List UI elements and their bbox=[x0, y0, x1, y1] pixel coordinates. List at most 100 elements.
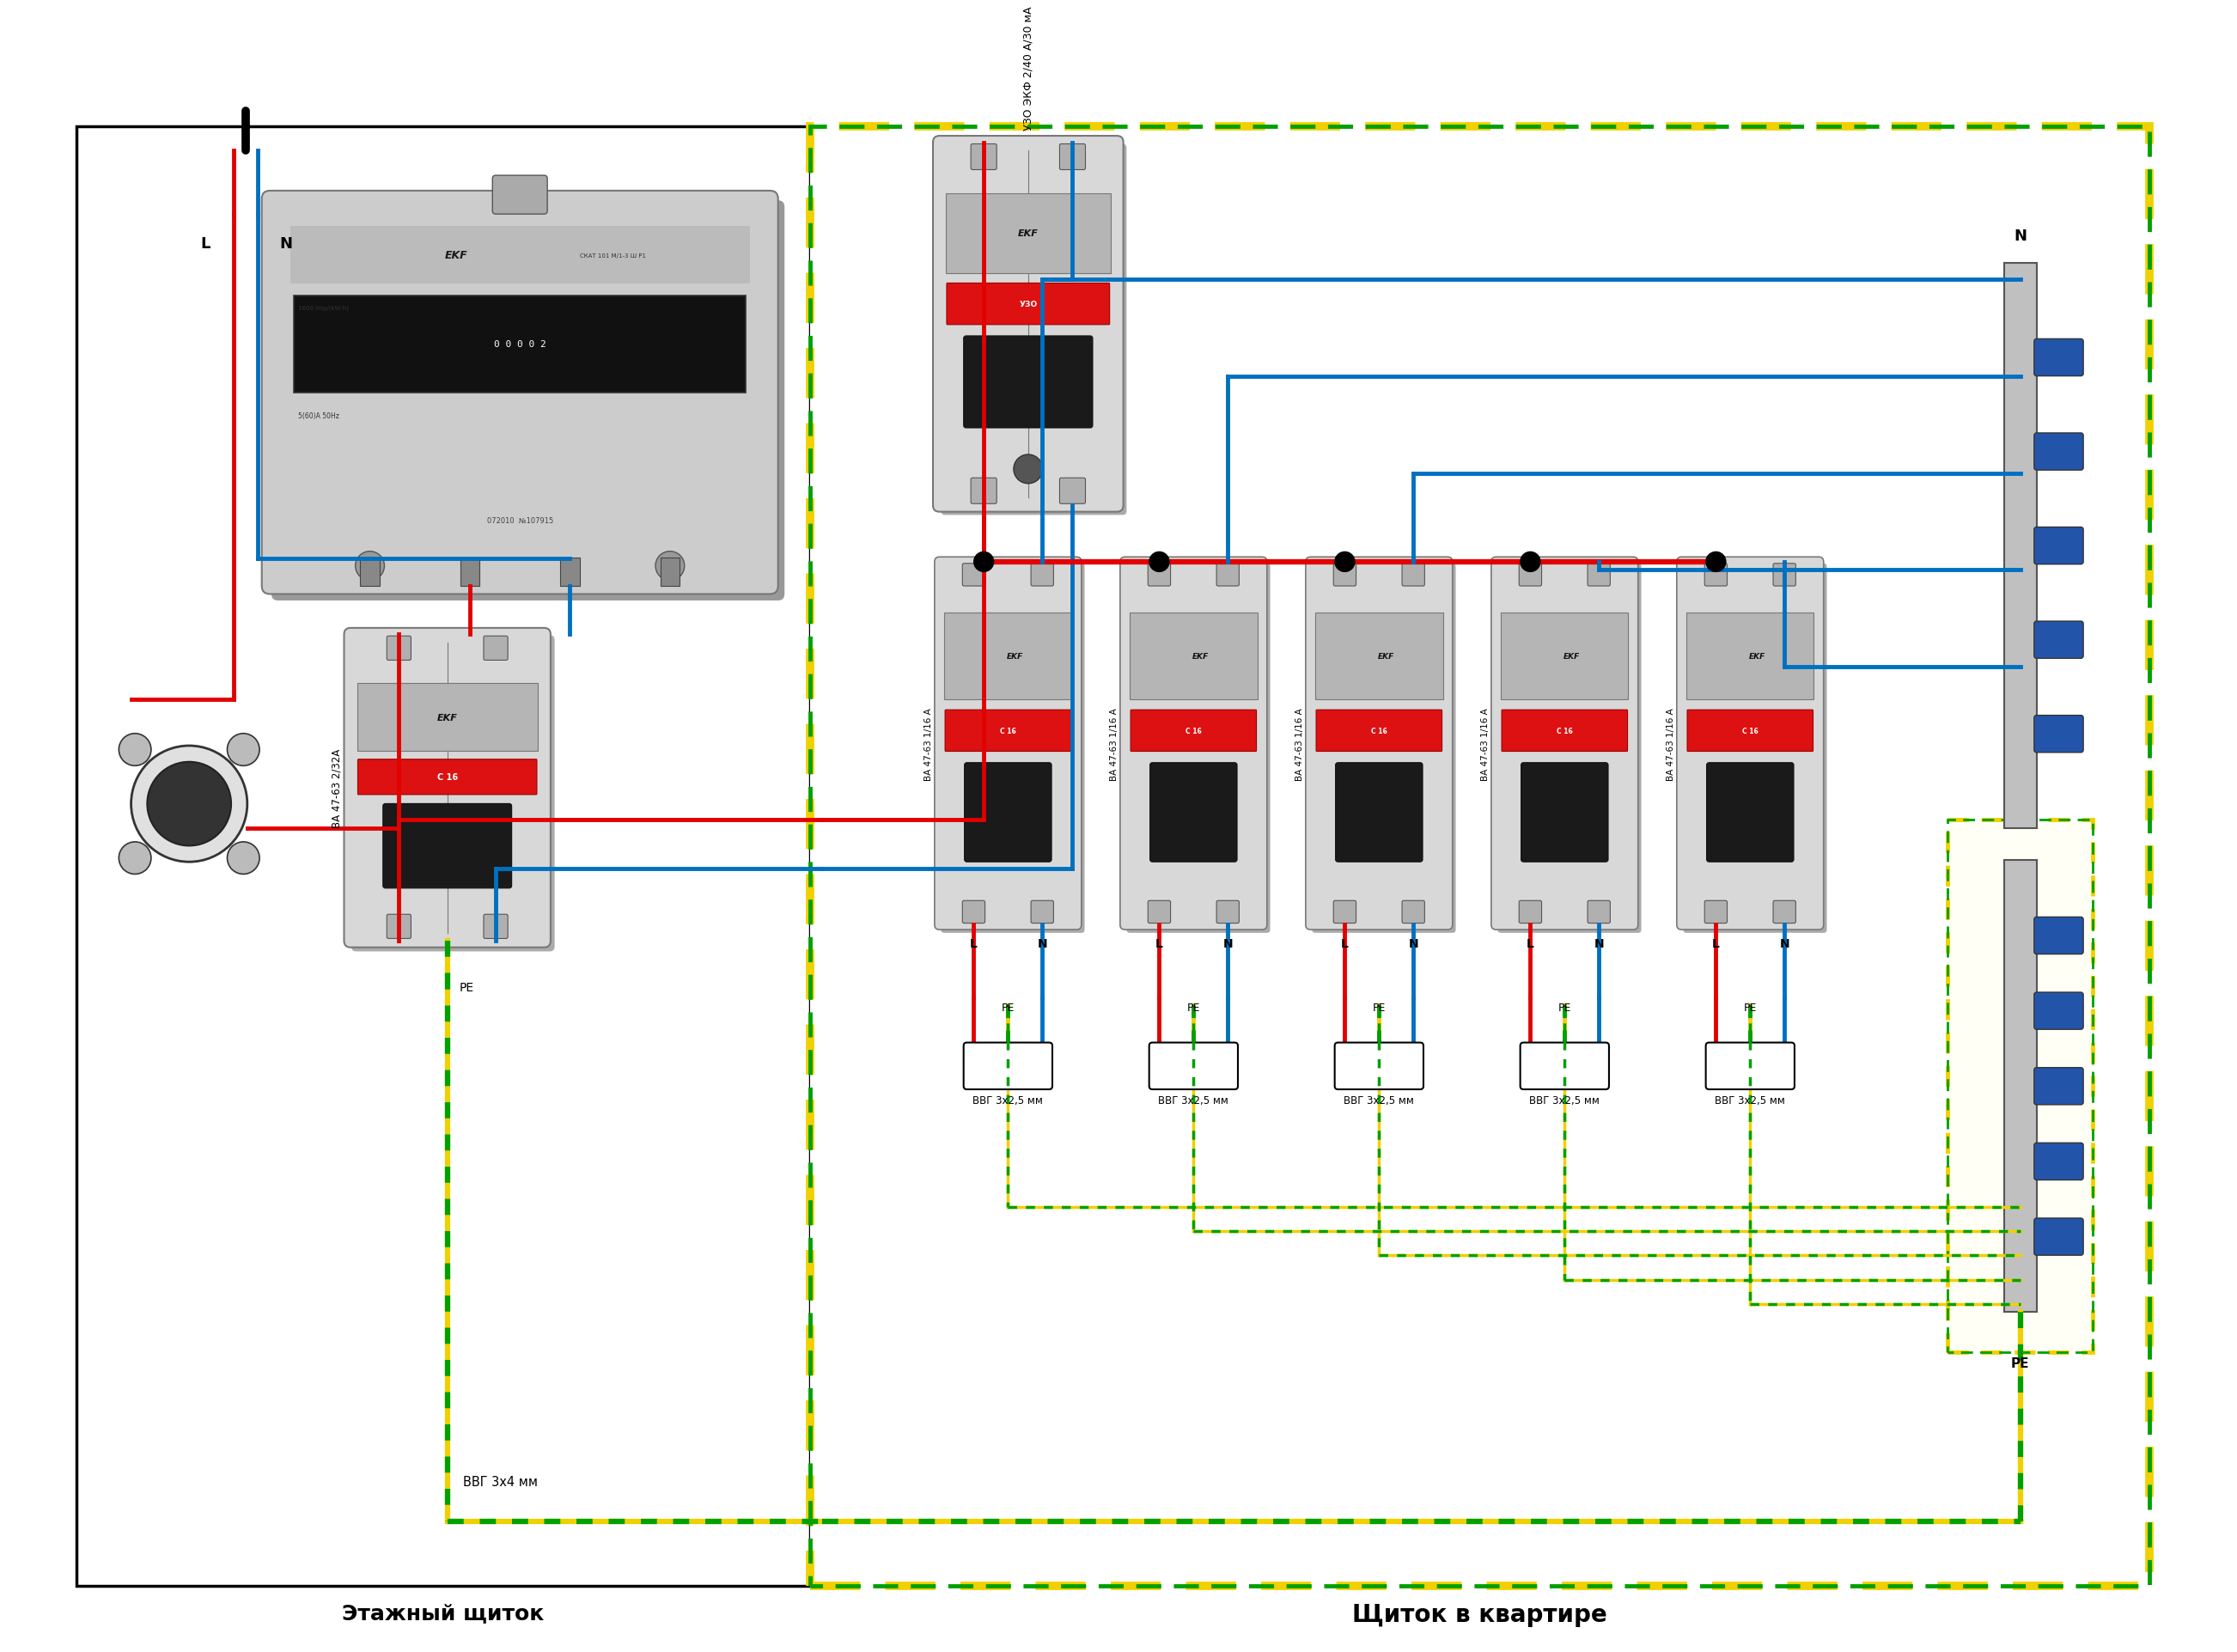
Text: L: L bbox=[971, 937, 978, 950]
Text: N: N bbox=[1224, 937, 1233, 950]
FancyBboxPatch shape bbox=[971, 145, 998, 170]
FancyBboxPatch shape bbox=[1150, 763, 1237, 862]
Text: N: N bbox=[2013, 228, 2027, 244]
Circle shape bbox=[1333, 552, 1356, 573]
FancyBboxPatch shape bbox=[2033, 621, 2083, 659]
FancyBboxPatch shape bbox=[383, 805, 512, 889]
FancyBboxPatch shape bbox=[935, 557, 1080, 930]
FancyBboxPatch shape bbox=[1130, 613, 1257, 700]
Text: PE: PE bbox=[459, 981, 474, 993]
FancyBboxPatch shape bbox=[1707, 763, 1794, 862]
Text: EKF: EKF bbox=[1007, 653, 1022, 661]
FancyBboxPatch shape bbox=[964, 337, 1092, 428]
FancyBboxPatch shape bbox=[1306, 557, 1452, 930]
FancyBboxPatch shape bbox=[387, 636, 412, 661]
FancyBboxPatch shape bbox=[358, 760, 537, 795]
Text: ВВГ 3х2,5 мм: ВВГ 3х2,5 мм bbox=[1530, 1095, 1599, 1105]
FancyBboxPatch shape bbox=[1031, 563, 1054, 586]
FancyBboxPatch shape bbox=[1313, 563, 1456, 933]
Circle shape bbox=[119, 843, 152, 874]
FancyBboxPatch shape bbox=[962, 563, 984, 586]
FancyBboxPatch shape bbox=[2033, 527, 2083, 565]
FancyBboxPatch shape bbox=[1774, 900, 1796, 923]
Bar bbox=[293, 296, 745, 393]
FancyBboxPatch shape bbox=[1519, 563, 1541, 586]
FancyBboxPatch shape bbox=[1705, 900, 1727, 923]
FancyBboxPatch shape bbox=[1060, 479, 1085, 504]
Text: N: N bbox=[1038, 937, 1047, 950]
FancyBboxPatch shape bbox=[944, 710, 1072, 752]
Text: C 16: C 16 bbox=[1186, 727, 1201, 735]
FancyBboxPatch shape bbox=[2033, 1219, 2083, 1256]
FancyBboxPatch shape bbox=[946, 193, 1110, 274]
Text: EKF: EKF bbox=[1378, 653, 1394, 661]
FancyBboxPatch shape bbox=[1060, 145, 1085, 170]
FancyBboxPatch shape bbox=[262, 192, 778, 595]
FancyBboxPatch shape bbox=[1707, 1042, 1794, 1090]
Text: N: N bbox=[1409, 937, 1418, 950]
Text: ВВГ 3х2,5 мм: ВВГ 3х2,5 мм bbox=[973, 1095, 1042, 1105]
Circle shape bbox=[228, 733, 259, 767]
Circle shape bbox=[1519, 552, 1541, 573]
Text: ВА 47-63 1/16 А: ВА 47-63 1/16 А bbox=[924, 707, 933, 780]
Circle shape bbox=[973, 552, 993, 573]
FancyBboxPatch shape bbox=[1521, 1042, 1608, 1090]
Text: EKF: EKF bbox=[1749, 653, 1765, 661]
FancyBboxPatch shape bbox=[1501, 710, 1629, 752]
FancyBboxPatch shape bbox=[971, 479, 998, 504]
FancyBboxPatch shape bbox=[1148, 563, 1170, 586]
Text: N: N bbox=[1778, 937, 1790, 950]
Bar bbox=[360, 558, 380, 586]
Text: 5(60)A 50Hz: 5(60)A 50Hz bbox=[298, 413, 340, 420]
FancyBboxPatch shape bbox=[2033, 715, 2083, 753]
Circle shape bbox=[148, 762, 230, 846]
FancyBboxPatch shape bbox=[358, 684, 537, 752]
FancyBboxPatch shape bbox=[1121, 557, 1266, 930]
FancyBboxPatch shape bbox=[1678, 557, 1823, 930]
Text: ВВГ 3х2,5 мм: ВВГ 3х2,5 мм bbox=[1159, 1095, 1228, 1105]
FancyBboxPatch shape bbox=[1335, 763, 1423, 862]
FancyBboxPatch shape bbox=[2033, 340, 2083, 377]
FancyBboxPatch shape bbox=[1217, 563, 1239, 586]
FancyBboxPatch shape bbox=[962, 900, 984, 923]
Text: Этажный щиток: Этажный щиток bbox=[342, 1602, 544, 1622]
FancyBboxPatch shape bbox=[1150, 1042, 1237, 1090]
FancyBboxPatch shape bbox=[1682, 563, 1828, 933]
Text: ВА 47-63 1/16 А: ВА 47-63 1/16 А bbox=[1295, 707, 1304, 780]
FancyBboxPatch shape bbox=[1403, 900, 1425, 923]
Text: 1600 Imp/(kW·h): 1600 Imp/(kW·h) bbox=[298, 306, 349, 311]
FancyBboxPatch shape bbox=[1335, 1042, 1423, 1090]
Text: УЗО: УЗО bbox=[1020, 301, 1038, 309]
Bar bbox=[2004, 264, 2036, 828]
Text: Щиток в квартире: Щиток в квартире bbox=[1353, 1602, 1608, 1627]
Bar bbox=[660, 558, 680, 586]
Text: ВВГ 3х4 мм: ВВГ 3х4 мм bbox=[463, 1475, 539, 1488]
Bar bbox=[810, 127, 2150, 1586]
FancyBboxPatch shape bbox=[1031, 900, 1054, 923]
Circle shape bbox=[655, 552, 685, 582]
Circle shape bbox=[119, 733, 152, 767]
Circle shape bbox=[1705, 552, 1727, 573]
FancyBboxPatch shape bbox=[1333, 900, 1356, 923]
FancyBboxPatch shape bbox=[1588, 900, 1611, 923]
Text: СКАТ 101 М/1-3 Ш Р1: СКАТ 101 М/1-3 Ш Р1 bbox=[579, 253, 646, 258]
FancyBboxPatch shape bbox=[964, 1042, 1051, 1090]
FancyBboxPatch shape bbox=[1519, 900, 1541, 923]
FancyBboxPatch shape bbox=[964, 763, 1051, 862]
Text: L: L bbox=[201, 236, 210, 251]
FancyBboxPatch shape bbox=[483, 915, 508, 938]
FancyBboxPatch shape bbox=[946, 284, 1110, 325]
Text: EKF: EKF bbox=[436, 714, 459, 722]
FancyBboxPatch shape bbox=[2033, 1143, 2083, 1180]
Text: EKF: EKF bbox=[1018, 230, 1038, 238]
FancyBboxPatch shape bbox=[1687, 710, 1812, 752]
FancyBboxPatch shape bbox=[1130, 710, 1257, 752]
Bar bbox=[1948, 821, 2094, 1353]
Text: L: L bbox=[1340, 937, 1349, 950]
FancyBboxPatch shape bbox=[1217, 900, 1239, 923]
Text: ВА 47-63 1/16 А: ВА 47-63 1/16 А bbox=[1481, 707, 1490, 780]
Circle shape bbox=[132, 747, 248, 862]
FancyBboxPatch shape bbox=[1705, 563, 1727, 586]
FancyBboxPatch shape bbox=[1333, 563, 1356, 586]
FancyBboxPatch shape bbox=[942, 145, 1127, 515]
